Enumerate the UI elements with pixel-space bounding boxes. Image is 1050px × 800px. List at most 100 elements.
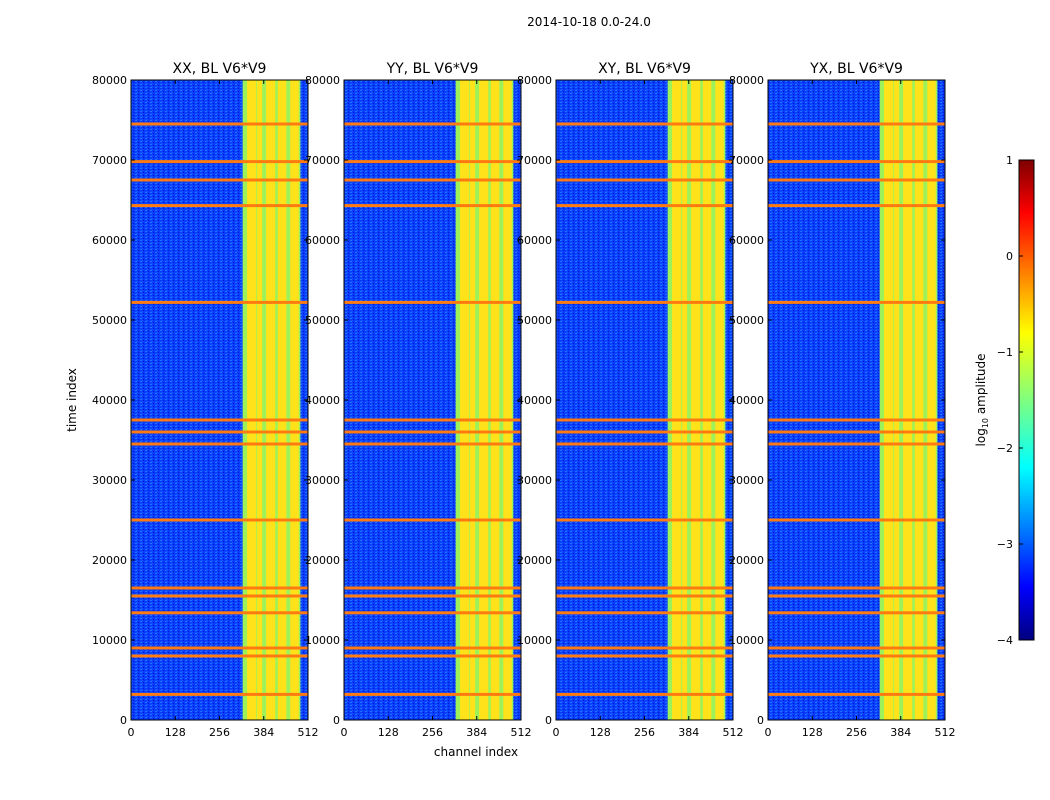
y-tick-label: 40000 [305,394,340,407]
y-tick-label: 20000 [517,554,552,567]
band-column [464,80,470,720]
y-tick-label: 30000 [92,474,127,487]
rfi-line [768,594,945,598]
rfi-line [556,586,733,590]
rfi-line [344,654,521,658]
y-tick-label: 20000 [305,554,340,567]
rfi-line [556,518,733,522]
y-tick-label: 70000 [92,154,127,167]
panel-4: YX, BL V6*V9 0 128 256 384 512 0 10000 20000 3000… [729,61,956,739]
y-tick-label: 10000 [517,634,552,647]
y-tick-label: 0 [333,714,340,727]
x-tick-label: 384 [890,726,911,739]
rfi-line [768,586,945,590]
band-column [293,80,299,720]
rfi-line [768,692,945,696]
y-tick-label: 70000 [305,154,340,167]
rfi-line [768,418,945,422]
y-tick-label: 40000 [92,394,127,407]
rfi-line [556,418,733,422]
rfi-line [556,178,733,182]
band-column [270,80,276,720]
rfi-line [344,611,521,615]
rfi-line [131,442,308,446]
y-tick-label: 50000 [92,314,127,327]
rfi-line [768,160,945,164]
colorbar-tick-label: −1 [997,346,1013,359]
rfi-line [131,204,308,208]
y-tick-label: 40000 [517,394,552,407]
rfi-line [556,122,733,126]
y-tick-label: 0 [757,714,764,727]
rfi-line [556,594,733,598]
y-axis-label: time index [65,368,79,432]
x-tick-label: 128 [590,726,611,739]
band-column [907,80,913,720]
band-column [672,80,678,720]
y-tick-label: 80000 [305,74,340,87]
y-tick-label: 50000 [729,314,764,327]
rfi-line [344,300,521,304]
rfi-line [131,611,308,615]
band-column [702,80,708,720]
colorbar: 1 0 −1 −2 −3 −4 log10 amplitude [974,154,1035,647]
rfi-line [556,300,733,304]
rfi-line [344,430,521,434]
rfi-line [556,654,733,658]
rfi-line [556,611,733,615]
y-tick-label: 80000 [517,74,552,87]
rfi-line [344,160,521,164]
colorbar-gradient [1018,159,1035,641]
y-tick-label: 20000 [92,554,127,567]
band-column [247,80,253,720]
rfi-line [131,692,308,696]
x-tick-label: 128 [165,726,186,739]
colorbar-tick-label: −2 [997,442,1013,455]
rfi-line [131,430,308,434]
band-column [894,80,900,720]
colorbar-tick-label: −3 [997,538,1013,551]
band-column [691,80,697,720]
band-column [277,80,283,720]
panel-title: YY, BL V6*V9 [386,61,479,77]
panels: XX, BL V6*V9 0 128 256 384 512 0 10000 20000 3000… [92,61,956,739]
rfi-line [344,646,521,650]
rfi-line [344,594,521,598]
rfi-line [768,646,945,650]
y-tick-label: 10000 [92,634,127,647]
band-column [914,80,920,720]
y-tick-label: 20000 [729,554,764,567]
rfi-line [131,418,308,422]
rfi-line [344,178,521,182]
suptitle: 2014-10-18 0.0-24.0 [527,15,651,29]
colorbar-tick-label: 0 [1006,250,1013,263]
x-tick-label: 256 [209,726,230,739]
rfi-line [131,300,308,304]
rfi-line [768,178,945,182]
y-tick-label: 0 [545,714,552,727]
band-column [918,80,924,720]
band-column [266,80,272,720]
y-tick-label: 10000 [729,634,764,647]
y-tick-label: 60000 [729,234,764,247]
x-tick-label: 384 [253,726,274,739]
band-column [460,80,466,720]
x-tick-label: 128 [802,726,823,739]
y-tick-label: 30000 [729,474,764,487]
y-tick-label: 60000 [305,234,340,247]
band-column [903,80,909,720]
band-column [494,80,500,720]
band-column [676,80,682,720]
x-tick-label: 128 [378,726,399,739]
band-column [483,80,489,720]
x-tick-label: 512 [723,726,744,739]
x-tick-label: 384 [678,726,699,739]
rfi-line [768,300,945,304]
band-column [490,80,496,720]
rfi-line [131,586,308,590]
rfi-line [556,160,733,164]
y-tick-label: 50000 [305,314,340,327]
rfi-line [344,204,521,208]
panel-2: YY, BL V6*V9 0 128 256 384 512 0 10000 20000 3000… [305,61,532,739]
band-column [251,80,257,720]
